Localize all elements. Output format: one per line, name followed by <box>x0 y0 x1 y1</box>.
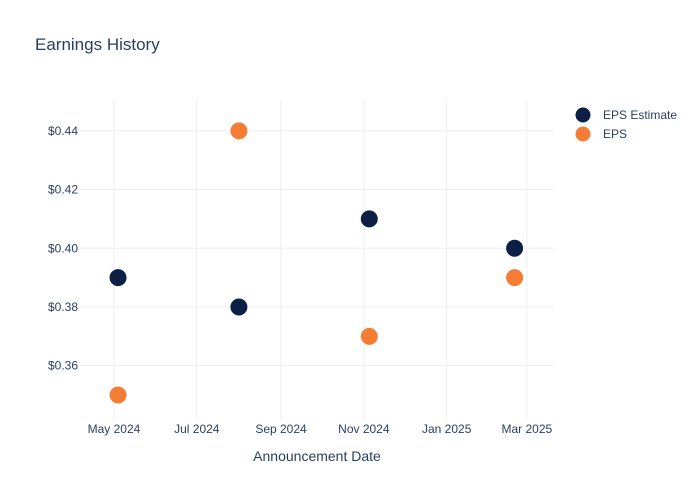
x-tick-label: Mar 2025 <box>501 422 552 436</box>
x-axis-title: Announcement Date <box>253 448 381 464</box>
legend[interactable]: EPS Estimate EPS <box>574 106 677 143</box>
eps-point <box>505 268 525 288</box>
eps-point <box>359 326 379 346</box>
legend-label: EPS <box>603 127 627 141</box>
y-tick-label: $0.36 <box>48 359 78 373</box>
legend-item-eps-estimate[interactable]: EPS Estimate <box>574 106 677 124</box>
y-tick-label: $0.38 <box>48 300 78 314</box>
x-tick-label: May 2024 <box>88 422 141 436</box>
eps-point <box>108 385 128 405</box>
eps-estimate-point <box>229 297 249 317</box>
legend-marker <box>574 106 592 124</box>
eps-estimate-point <box>108 268 128 288</box>
y-tick-label: $0.44 <box>48 124 78 138</box>
grid-layer <box>80 100 554 420</box>
y-tick-label: $0.40 <box>48 241 78 255</box>
y-tick-label: $0.42 <box>48 183 78 197</box>
y-tick-labels: $0.36 $0.38 $0.40 $0.42 $0.44 <box>48 124 78 373</box>
eps-point <box>229 121 249 141</box>
legend-marker <box>574 125 592 143</box>
data-points <box>108 121 525 405</box>
eps-estimate-point <box>505 238 525 258</box>
chart-title: Earnings History <box>35 35 160 54</box>
x-tick-label: Sep 2024 <box>255 422 307 436</box>
eps-estimate-point <box>359 209 379 229</box>
x-tick-label: Jan 2025 <box>422 422 472 436</box>
legend-label: EPS Estimate <box>603 108 677 122</box>
x-tick-label: Nov 2024 <box>338 422 390 436</box>
legend-item-eps[interactable]: EPS <box>574 125 627 143</box>
x-tick-labels: May 2024 Jul 2024 Sep 2024 Nov 2024 Jan 2025… <box>88 422 553 436</box>
x-tick-label: Jul 2024 <box>174 422 220 436</box>
